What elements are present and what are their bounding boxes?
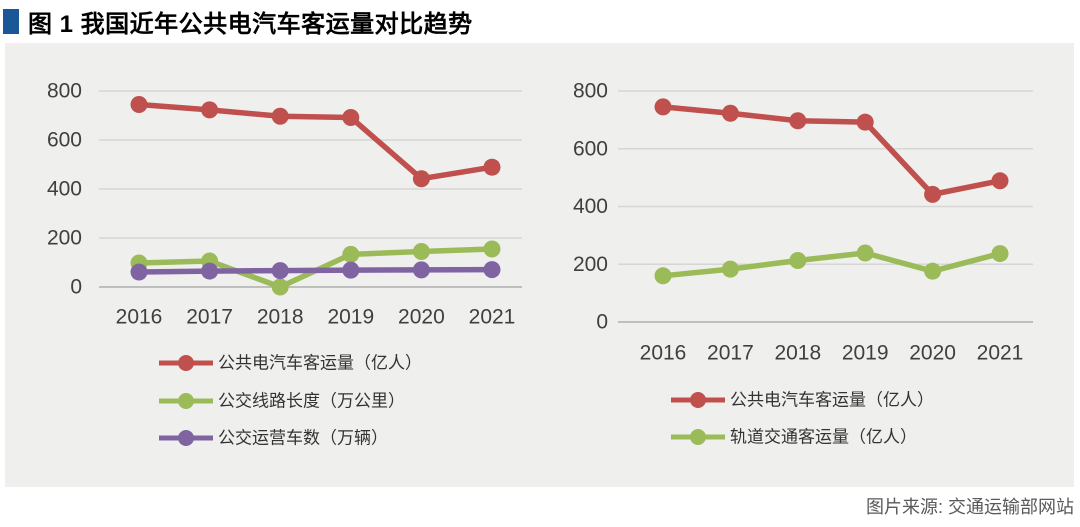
- series-line: [660, 104, 1003, 198]
- legend-dot-marker-icon: [178, 393, 194, 409]
- data-point-marker: [654, 267, 672, 285]
- x-tick-label: 2020: [398, 306, 445, 329]
- y-tick-label: 400: [573, 195, 608, 218]
- y-tick-label: 0: [70, 276, 82, 299]
- data-point-marker: [412, 261, 430, 279]
- y-tick-label: 0: [596, 311, 608, 334]
- data-point-marker: [991, 245, 1009, 263]
- data-point-marker: [483, 158, 501, 176]
- data-point-marker: [721, 104, 739, 122]
- data-point-marker: [924, 262, 942, 280]
- y-tick-label: 600: [573, 137, 608, 160]
- x-tick-label: 2021: [469, 306, 516, 329]
- data-point-marker: [924, 185, 942, 203]
- dual-line-charts: 0 200 400 600 800 2016 2017 2018 2019 2020 2021 公共电…: [47, 80, 1033, 448]
- y-tick-label: 200: [573, 253, 608, 276]
- data-point-marker: [856, 244, 874, 262]
- legend-dot-marker-icon: [690, 392, 706, 408]
- data-point-marker: [789, 112, 807, 130]
- legend-label: 公交运营车数（万辆）: [218, 429, 388, 448]
- data-point-marker: [271, 278, 289, 296]
- x-tick-label: 2016: [116, 306, 163, 329]
- legend-label: 轨道交通客运量（亿人）: [730, 428, 917, 447]
- data-point-marker: [271, 107, 289, 125]
- data-point-marker: [342, 261, 360, 279]
- data-point-marker: [342, 245, 360, 263]
- x-tick-label: 2017: [707, 342, 754, 365]
- data-point-marker: [130, 95, 148, 113]
- data-point-marker: [654, 98, 672, 116]
- series-line: [660, 250, 1003, 279]
- x-tick-label: 2018: [257, 306, 304, 329]
- legend-label: 公共电汽车客运量（亿人）: [218, 354, 422, 373]
- title-bullet-icon: [3, 8, 19, 34]
- data-point-marker: [342, 108, 360, 126]
- data-point-marker: [721, 260, 739, 278]
- x-tick-label: 2017: [186, 306, 233, 329]
- y-tick-label: 800: [47, 80, 82, 103]
- image-source-caption: 图片来源: 交通运输部网站: [865, 497, 1074, 517]
- x-tick-label: 2019: [842, 342, 889, 365]
- data-point-marker: [856, 113, 874, 131]
- y-tick-label: 400: [47, 178, 82, 201]
- data-point-marker: [412, 242, 430, 260]
- x-tick-label: 2020: [909, 342, 956, 365]
- data-point-marker: [130, 263, 148, 281]
- legend-dot-marker-icon: [178, 430, 194, 446]
- data-point-marker: [201, 262, 219, 280]
- data-point-marker: [483, 240, 501, 258]
- y-tick-label: 800: [573, 80, 608, 103]
- data-point-marker: [789, 251, 807, 269]
- series-line: [136, 266, 495, 275]
- figure-title: 图 1 我国近年公共电汽车客运量对比趋势: [28, 10, 473, 38]
- y-tick-label: 200: [47, 227, 82, 250]
- x-tick-label: 2021: [977, 342, 1024, 365]
- data-point-marker: [201, 101, 219, 119]
- y-tick-label: 600: [47, 129, 82, 152]
- chart-panel: 0 200 400 600 800 2016 2017 2018 2019 2020 2021 公共电…: [5, 43, 1074, 487]
- legend-label: 公交线路长度（万公里）: [218, 392, 405, 411]
- data-point-marker: [271, 262, 289, 280]
- legend-dot-marker-icon: [178, 355, 194, 371]
- x-tick-label: 2016: [640, 342, 687, 365]
- legend-dot-marker-icon: [690, 429, 706, 445]
- x-tick-label: 2019: [327, 306, 374, 329]
- data-point-marker: [483, 261, 501, 279]
- x-tick-label: 2018: [774, 342, 821, 365]
- data-point-marker: [991, 172, 1009, 190]
- series-line: [136, 101, 495, 182]
- data-point-marker: [412, 170, 430, 188]
- legend-label: 公共电汽车客运量（亿人）: [730, 391, 934, 410]
- figure-title-row: 图 1 我国近年公共电汽车客运量对比趋势: [0, 0, 1080, 38]
